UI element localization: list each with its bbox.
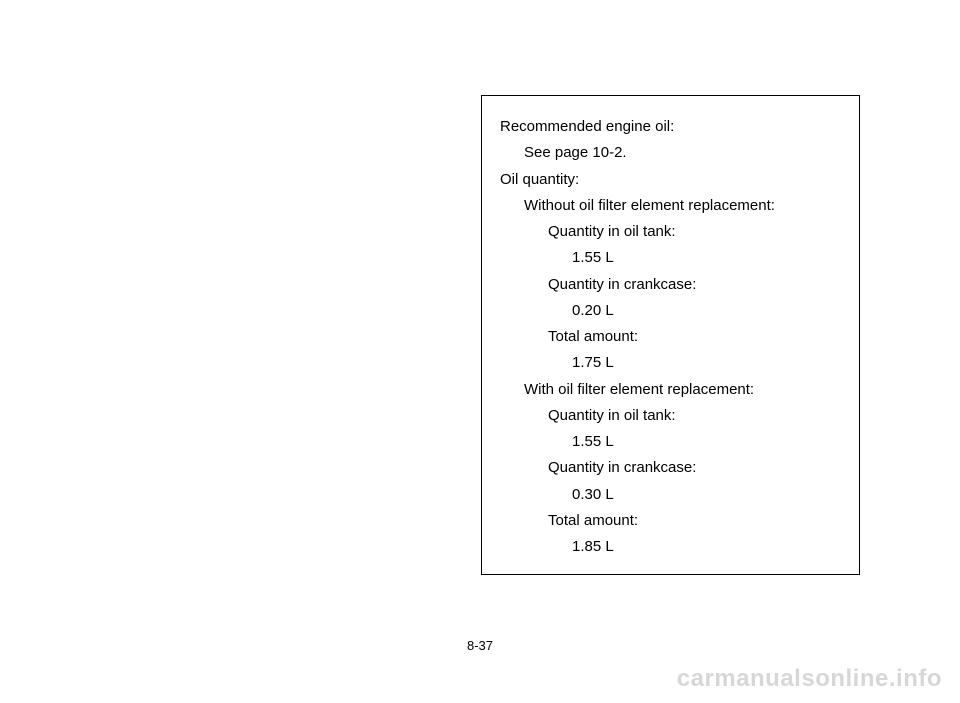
spec-line: Quantity in crankcase: [500,455,845,481]
spec-line: Total amount: [500,324,845,350]
spec-line: 1.55 L [500,245,845,271]
manual-page: Recommended engine oil:See page 10-2.Oil… [0,0,960,703]
spec-line: 1.55 L [500,429,845,455]
spec-line: Quantity in oil tank: [500,403,845,429]
spec-line: 1.75 L [500,350,845,376]
spec-line: 0.30 L [500,482,845,508]
spec-line: Quantity in oil tank: [500,219,845,245]
spec-line: 0.20 L [500,298,845,324]
page-number: 8-37 [0,638,960,653]
specification-box: Recommended engine oil:See page 10-2.Oil… [481,95,860,575]
spec-line: Total amount: [500,508,845,534]
spec-line: Recommended engine oil: [500,114,845,140]
spec-line: With oil filter element replacement: [500,377,845,403]
spec-line: Without oil filter element replacement: [500,193,845,219]
spec-line: Oil quantity: [500,167,845,193]
spec-line: Quantity in crankcase: [500,272,845,298]
spec-line: See page 10-2. [500,140,845,166]
watermark-text: carmanualsonline.info [677,665,942,693]
spec-line: 1.85 L [500,534,845,560]
